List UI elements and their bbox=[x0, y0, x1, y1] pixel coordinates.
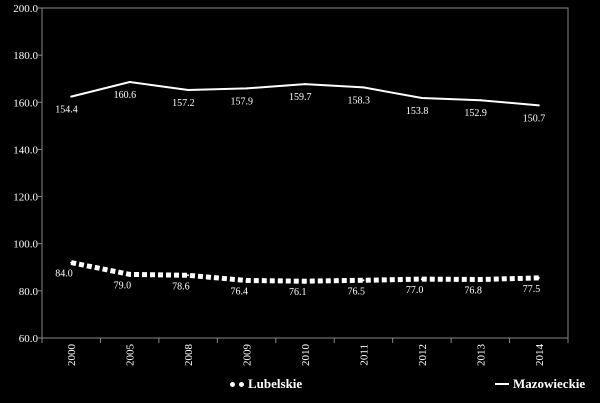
x-tick-label: 2014 bbox=[534, 344, 546, 367]
y-tick-label: 120.0 bbox=[13, 192, 38, 204]
data-point-lubelskie bbox=[245, 279, 248, 282]
y-tick-label: 80.0 bbox=[19, 286, 39, 298]
data-label-mazowieckie: 152.9 bbox=[464, 108, 487, 119]
x-tick-label: 2011 bbox=[358, 344, 370, 366]
data-point-mazowieckie bbox=[420, 97, 423, 100]
data-point-lubelskie bbox=[537, 276, 540, 279]
data-point-mazowieckie bbox=[245, 87, 248, 90]
data-label-lubelskie: 79.0 bbox=[114, 280, 131, 291]
x-tick-label: 2013 bbox=[475, 344, 487, 367]
data-label-mazowieckie: 160.6 bbox=[114, 90, 136, 101]
x-tick-label: 2012 bbox=[417, 344, 429, 366]
data-label-mazowieckie: 150.7 bbox=[523, 113, 546, 124]
y-tick-label: 100.0 bbox=[13, 239, 38, 251]
data-point-mazowieckie bbox=[187, 89, 190, 92]
legend-item-lubelskie: Lubelskie bbox=[230, 376, 302, 392]
data-point-mazowieckie bbox=[304, 83, 306, 86]
data-label-lubelskie: 84.0 bbox=[55, 269, 73, 280]
data-label-lubelskie: 78.6 bbox=[172, 281, 190, 292]
y-tick-label: 160.0 bbox=[13, 97, 38, 109]
data-label-mazowieckie: 157.2 bbox=[172, 98, 195, 109]
x-tick-label: 2009 bbox=[242, 344, 254, 367]
legend-item-mazowieckie: Mazowieckie bbox=[495, 376, 585, 392]
data-label-mazowieckie: 154.4 bbox=[55, 105, 78, 116]
legend-label-mazowieckie: Mazowieckie bbox=[513, 376, 586, 391]
data-label-lubelskie: 76.4 bbox=[231, 286, 249, 297]
data-point-lubelskie bbox=[187, 274, 190, 277]
data-point-mazowieckie bbox=[479, 99, 482, 102]
data-label-lubelskie: 77.0 bbox=[406, 285, 424, 296]
legend-swatch-dashed bbox=[230, 381, 244, 387]
data-point-mazowieckie bbox=[537, 104, 540, 107]
x-tick-label: 2000 bbox=[66, 344, 78, 367]
data-point-lubelskie bbox=[362, 279, 365, 282]
y-tick-label: 180.0 bbox=[13, 50, 38, 62]
data-label-mazowieckie: 153.8 bbox=[406, 106, 429, 117]
x-tick-label: 2010 bbox=[300, 344, 312, 367]
data-label-mazowieckie: 159.7 bbox=[289, 92, 312, 103]
data-label-lubelskie: 77.5 bbox=[523, 284, 541, 295]
legend-label-lubelskie: Lubelskie bbox=[248, 376, 303, 391]
x-tick-label: 2008 bbox=[183, 344, 195, 367]
data-point-mazowieckie bbox=[128, 81, 131, 84]
data-label-mazowieckie: 157.9 bbox=[231, 96, 254, 107]
data-label-lubelskie: 76.5 bbox=[347, 286, 365, 297]
x-tick-label: 2005 bbox=[125, 344, 137, 367]
data-point-lubelskie bbox=[479, 278, 482, 281]
data-point-mazowieckie bbox=[362, 86, 365, 89]
data-label-lubelskie: 76.8 bbox=[464, 286, 482, 297]
y-tick-label: 200.0 bbox=[13, 3, 38, 15]
y-tick-label: 60.0 bbox=[19, 333, 39, 345]
legend-swatch-solid bbox=[495, 383, 509, 385]
plot-area bbox=[41, 7, 569, 339]
data-label-lubelskie: 76.1 bbox=[289, 287, 307, 298]
data-point-lubelskie bbox=[70, 261, 73, 264]
data-point-lubelskie bbox=[420, 278, 423, 281]
data-point-lubelskie bbox=[304, 280, 306, 283]
data-label-mazowieckie: 158.3 bbox=[347, 95, 370, 106]
data-point-lubelskie bbox=[128, 273, 131, 276]
data-point-mazowieckie bbox=[70, 95, 73, 98]
series-line-lubelskie bbox=[70, 260, 539, 284]
y-tick-label: 140.0 bbox=[13, 144, 38, 156]
